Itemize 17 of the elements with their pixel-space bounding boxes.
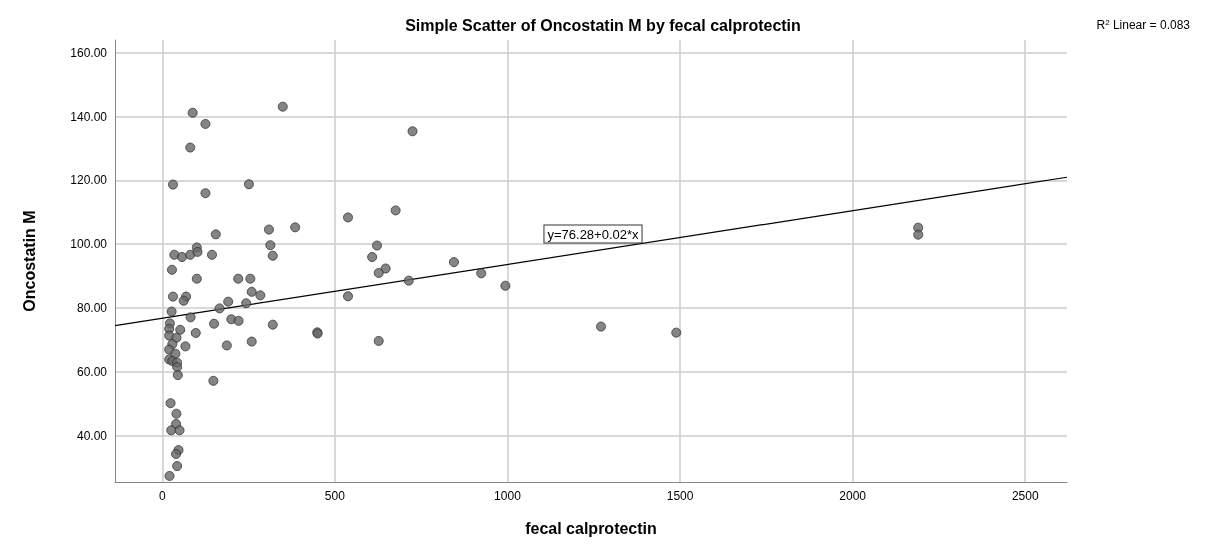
y-tick-label: 120.00 [70,173,108,188]
x-tick-label: 1500 [666,489,694,503]
x-tick-label: 2500 [1011,489,1039,503]
y-tick-label: 160.00 [70,45,108,60]
x-tick-label: 2000 [839,489,867,503]
y-tick-label: 100.00 [70,237,108,252]
x-axis-title: fecal calprotectin [525,519,657,537]
y-tick-label: 80.00 [76,301,108,316]
y-tick-label: 40.00 [76,428,108,443]
y-tick-label: 140.00 [70,109,108,124]
x-tick-label: 500 [324,489,346,503]
y-tick-label: 60.00 [76,364,108,379]
y-axis-title: Oncostatin M [20,210,38,312]
annotation: y=76.28+0.02*x [547,226,640,242]
x-tick-label: 1000 [494,489,522,503]
x-tick-label: 0 [158,489,166,503]
chart-title: Simple Scatter of Oncostatin M by fecal calprotectin [405,16,801,34]
